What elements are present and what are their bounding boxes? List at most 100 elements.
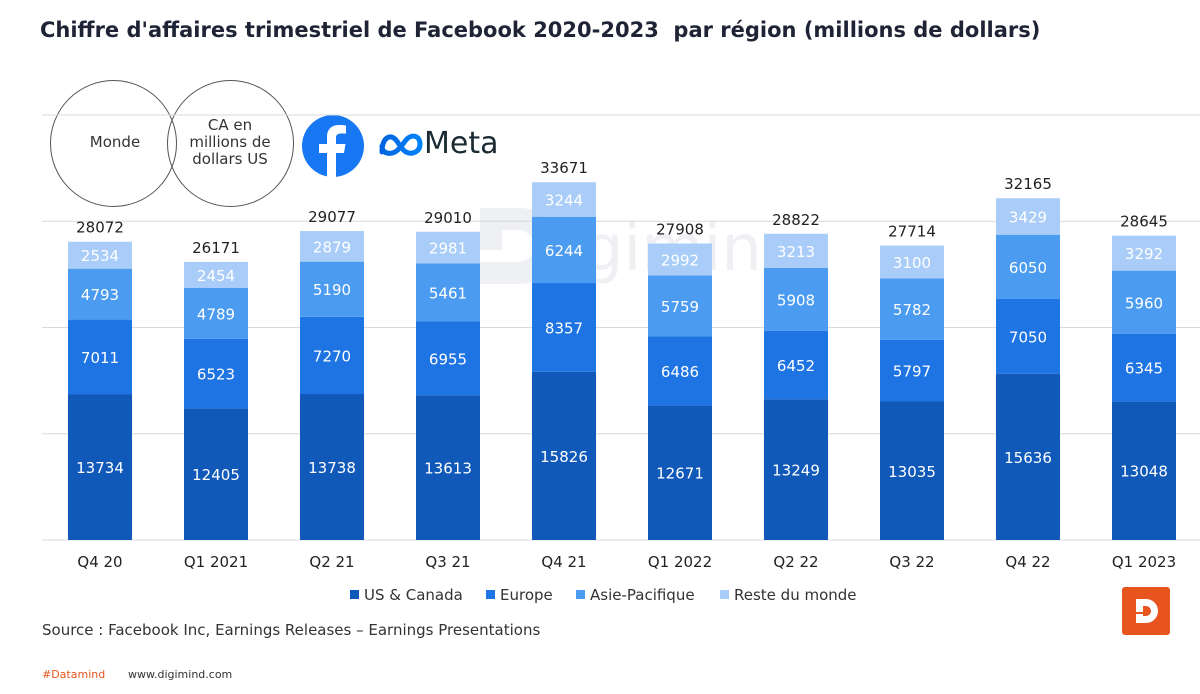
data-label: 3292 [1125,245,1163,263]
website-link[interactable]: www.digimind.com [128,668,233,681]
total-label: 27714 [888,223,936,241]
data-label: 4793 [81,286,119,304]
bar-segment [764,399,828,540]
x-tick-label: Q3 22 [889,553,934,571]
data-label: 13048 [1120,463,1168,481]
bar-segment [648,243,712,276]
bar-segment [300,261,364,317]
data-label: 6486 [661,363,699,381]
data-label: 5960 [1125,294,1163,312]
data-label: 5908 [777,291,815,309]
bar-segment [1112,333,1176,402]
x-tick-label: Q1 2023 [1112,553,1176,571]
x-tick-label: Q2 22 [773,553,818,571]
source-note: Source : Facebook Inc, Earnings Releases… [42,621,541,639]
data-label: 2534 [81,247,119,265]
data-label: 8357 [545,319,583,337]
bar-segment [532,216,596,284]
facebook-f-icon [302,115,364,177]
bar-segment [764,330,828,400]
bar-segment [68,394,132,540]
bar-segment [300,231,364,262]
total-label: 28645 [1120,213,1168,231]
data-label: 6452 [777,357,815,375]
legend-label: US & Canada [364,586,463,604]
data-label: 6955 [429,350,467,368]
bar-segment [68,241,132,269]
legend-label: Reste du monde [734,586,857,604]
bar-segment [416,231,480,264]
world-circle-label: Monde [89,133,141,151]
bar-segment [532,371,596,540]
bar-segment [184,288,248,339]
data-label: 13035 [888,463,936,481]
data-label: 7270 [313,347,351,365]
legend-swatch [350,590,359,599]
data-label: 5759 [661,298,699,316]
data-label: 2992 [661,251,699,269]
bar-segment [416,395,480,540]
total-label: 28822 [772,211,820,229]
total-label: 29010 [424,209,472,227]
bar-segment [880,278,944,340]
x-tick-label: Q4 20 [77,553,122,571]
bar-segment [1112,401,1176,540]
data-label: 3429 [1009,208,1047,226]
bar-segment [996,234,1060,299]
bar-segment [996,198,1060,235]
bar-segment [648,336,712,406]
bar-segment [416,321,480,396]
bar-segment [648,405,712,540]
data-label: 13738 [308,459,356,477]
data-label: 6244 [545,242,583,260]
data-label: 5797 [893,363,931,381]
data-label: 13249 [772,462,820,480]
bar-segment [1112,235,1176,271]
data-label: 13734 [76,459,124,477]
legend-swatch [720,590,729,599]
bar-segment [68,268,132,320]
data-label: 3213 [777,243,815,261]
data-label: 2981 [429,240,467,258]
datamind-hashtag: #Datamind [42,668,106,681]
bar-segment [880,401,944,540]
revenue-circle-line-1: CA en [207,116,253,134]
legend-label: Europe [500,586,553,604]
bar-segment [416,263,480,322]
meta-wordmark: Meta [424,126,499,161]
bar-segment [880,339,944,402]
revenue-circle-line-2: millions de [189,133,271,151]
x-tick-label: Q1 2021 [184,553,248,571]
legend-swatch [576,590,585,599]
bar-segment [300,394,364,540]
chart-title: Chiffre d'affaires trimestriel de Facebo… [40,18,1041,42]
x-tick-label: Q4 22 [1005,553,1050,571]
bar-segment [532,182,596,217]
total-label: 32165 [1004,175,1052,193]
total-label: 29077 [308,208,356,226]
digimind-logo-icon [1122,587,1170,635]
bar-segment [764,233,828,268]
total-label: 26171 [192,239,240,257]
bar-segment [996,298,1060,374]
data-label: 7011 [81,349,119,367]
data-label: 2454 [197,267,235,285]
revenue-circle [167,80,294,207]
data-label: 5461 [429,284,467,302]
x-tick-label: Q4 21 [541,553,586,571]
bar-segment [532,283,596,372]
legend-label: Asie-Pacifique [590,586,695,604]
data-label: 2879 [313,238,351,256]
bar-segment [68,319,132,395]
total-label: 27908 [656,220,704,238]
data-label: 6050 [1009,259,1047,277]
total-label: 28072 [76,219,124,237]
revenue-circle-label: CA en millions de dollars US [180,117,280,168]
data-label: 3100 [893,254,931,272]
x-tick-label: Q1 2022 [648,553,712,571]
data-label: 15826 [540,448,588,466]
data-label: 12671 [656,465,704,483]
bar-segment [184,408,248,540]
data-label: 15636 [1004,449,1052,467]
